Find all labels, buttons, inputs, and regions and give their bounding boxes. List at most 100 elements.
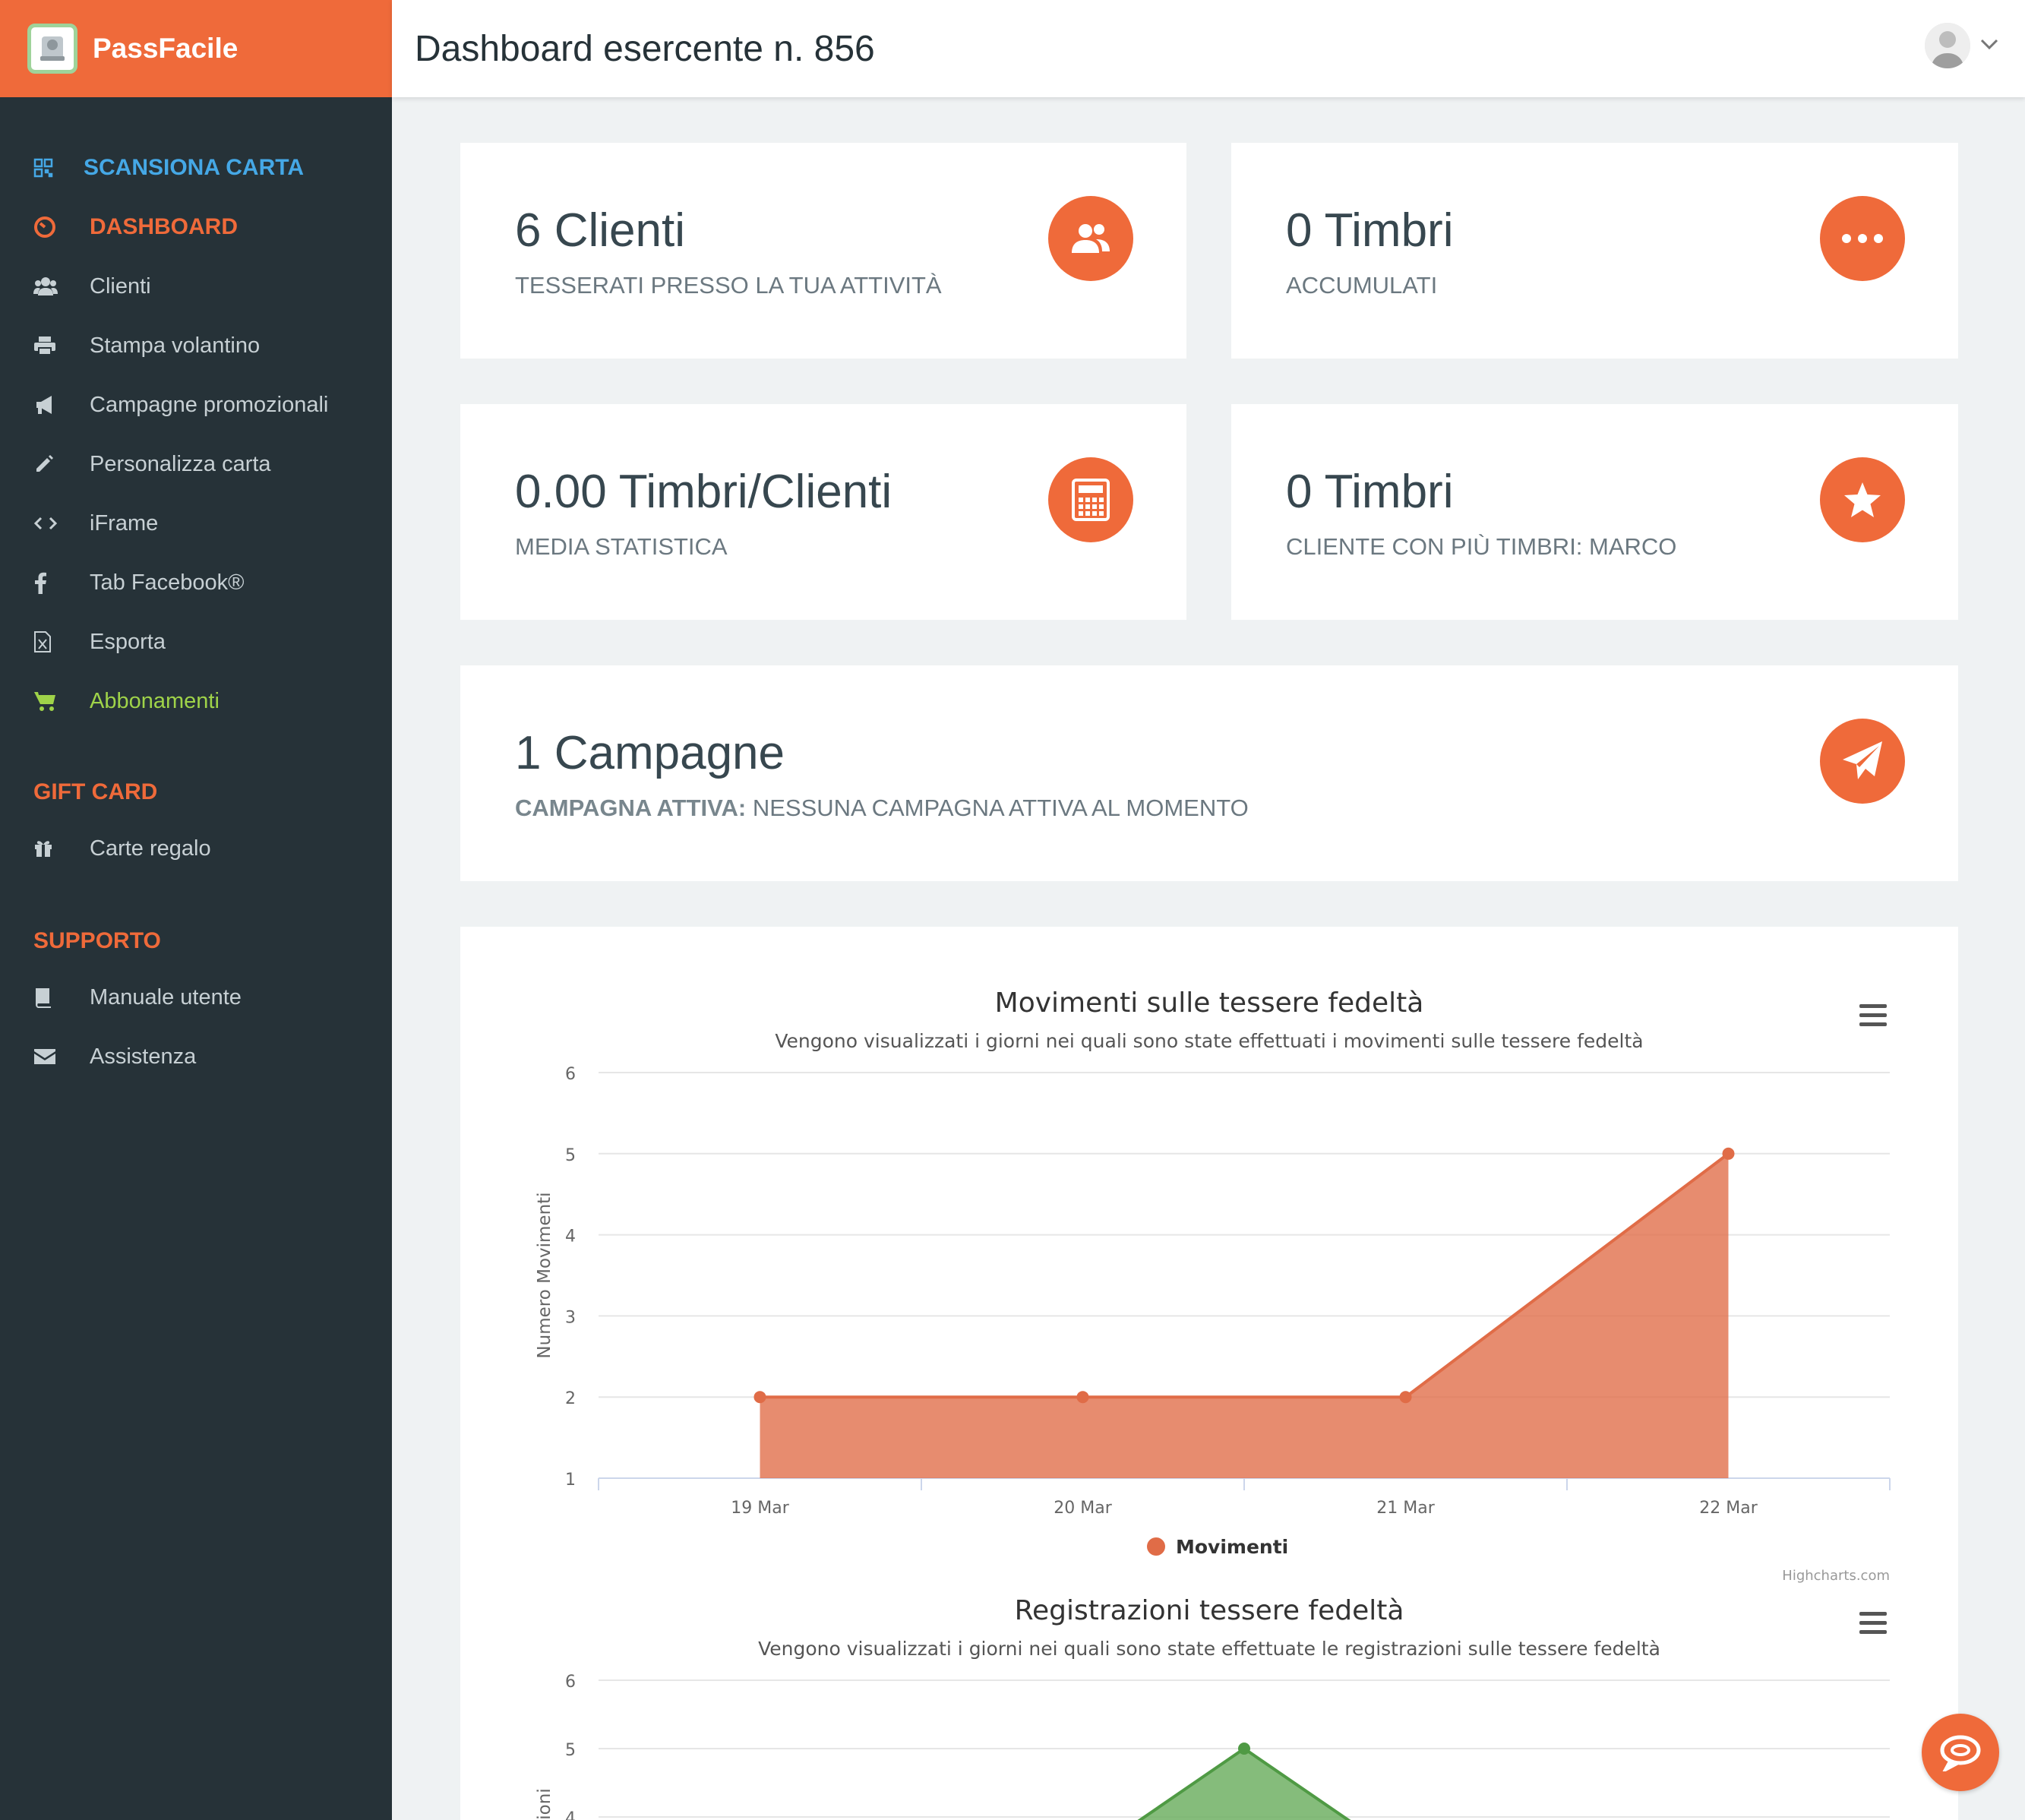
sidebar-item-scan-card[interactable]: SCANSIONA CARTA <box>0 138 392 197</box>
sidebar-item-label: Abbonamenti <box>90 688 220 713</box>
stat-caption: ACCUMULATI <box>1286 272 1438 299</box>
gift-icon <box>33 839 71 858</box>
sidebar-item-print-flyer[interactable]: Stampa volantino <box>0 316 392 375</box>
sidebar-item-label: SCANSIONA CARTA <box>84 155 304 180</box>
stat-value: 6 Clienti <box>515 204 685 257</box>
book-icon <box>33 987 71 1008</box>
campaign-active-value: NESSUNA CAMPAGNA ATTIVA AL MOMENTO <box>752 795 1249 821</box>
stat-value: 1 Campagne <box>515 727 785 779</box>
paper-plane-icon <box>1820 719 1905 804</box>
support-nav: Manuale utente Assistenza <box>0 968 392 1086</box>
stat-caption: CAMPAGNA ATTIVA: NESSUNA CAMPAGNA ATTIVA… <box>515 795 1249 822</box>
stat-card-stamps: 0 Timbri ACCUMULATI <box>1231 143 1958 359</box>
x-tick-label: 21 Mar <box>1376 1499 1435 1518</box>
chat-support-button[interactable] <box>1922 1714 1999 1791</box>
legend-marker <box>1147 1537 1165 1556</box>
print-icon <box>33 335 71 356</box>
pencil-icon <box>33 453 71 475</box>
cart-icon <box>33 690 71 712</box>
chart-menu-icon[interactable] <box>1859 1004 1887 1032</box>
y-tick-label: 3 <box>565 1308 576 1327</box>
y-tick-label: 1 <box>565 1471 576 1490</box>
code-icon <box>33 514 71 532</box>
calculator-icon <box>1048 457 1133 542</box>
sidebar-item-gift-cards[interactable]: Carte regalo <box>0 819 392 878</box>
sidebar-item-label: iFrame <box>90 510 159 536</box>
sidebar-item-campaigns[interactable]: Campagne promozionali <box>0 375 392 434</box>
top-header: Dashboard esercente n. 856 <box>392 0 2025 97</box>
stat-card-top-client: 0 Timbri CLIENTE CON PIÙ TIMBRI: MARCO <box>1231 404 1958 620</box>
stat-value: 0.00 Timbri/Clienti <box>515 466 892 518</box>
stat-value: 0 Timbri <box>1286 466 1454 518</box>
avatar <box>1925 23 1970 68</box>
ellipsis-icon <box>1820 196 1905 281</box>
chart-title: Registrazioni tessere fedeltà <box>1014 1595 1404 1626</box>
sidebar-nav: SCANSIONA CARTA DASHBOARD Clienti Stampa… <box>0 97 392 731</box>
sidebar-item-label: Personalizza carta <box>90 451 271 476</box>
sidebar-item-clients[interactable]: Clienti <box>0 257 392 316</box>
sidebar-item-assistance[interactable]: Assistenza <box>0 1027 392 1086</box>
chart-credits: Highcharts.com <box>1782 1568 1890 1584</box>
y-tick-label: 6 <box>565 1065 576 1084</box>
y-tick-label: 4 <box>565 1809 576 1820</box>
sidebar-item-facebook-tab[interactable]: Tab Facebook® <box>0 553 392 612</box>
sidebar-item-label: Campagne promozionali <box>90 392 329 417</box>
stat-caption: CLIENTE CON PIÙ TIMBRI: MARCO <box>1286 533 1677 560</box>
stat-card-average: 0.00 Timbri/Clienti MEDIA STATISTICA <box>460 404 1186 620</box>
sidebar-item-iframe[interactable]: iFrame <box>0 494 392 553</box>
page-title: Dashboard esercente n. 856 <box>415 28 875 69</box>
chart-subtitle: Vengono visualizzati i giorni nei quali … <box>758 1638 1660 1660</box>
brand-logo-icon <box>27 24 77 74</box>
chart-menu-icon[interactable] <box>1859 1612 1887 1639</box>
data-point <box>1722 1147 1735 1160</box>
users-icon <box>1048 196 1133 281</box>
charts-card: Movimenti sulle tessere fedeltà Vengono … <box>460 927 1958 1820</box>
star-icon <box>1820 457 1905 542</box>
qr-code-icon <box>33 158 71 178</box>
sidebar-item-subscriptions[interactable]: Abbonamenti <box>0 671 392 731</box>
gift-card-nav: Carte regalo <box>0 819 392 878</box>
data-point <box>753 1391 766 1404</box>
data-point <box>1076 1391 1089 1404</box>
sidebar-item-dashboard[interactable]: DASHBOARD <box>0 197 392 257</box>
data-point <box>1238 1743 1250 1755</box>
facebook-icon <box>33 571 71 594</box>
data-point <box>1399 1391 1412 1404</box>
sidebar-item-label: Clienti <box>90 273 151 299</box>
sidebar-item-export[interactable]: Esporta <box>0 612 392 671</box>
area-fill <box>1139 1749 1349 1820</box>
y-tick-label: 2 <box>565 1389 576 1408</box>
x-tick-label: 20 Mar <box>1054 1499 1112 1518</box>
sidebar-item-label: Tab Facebook® <box>90 570 245 595</box>
stat-caption: TESSERATI PRESSO LA TUA ATTIVITÀ <box>515 272 942 299</box>
y-tick-label: 6 <box>565 1673 576 1692</box>
y-axis-label: Numero Movimenti <box>535 1192 554 1358</box>
y-axis-label: ioni <box>535 1788 554 1819</box>
sidebar-item-user-manual[interactable]: Manuale utente <box>0 968 392 1027</box>
x-tick-label: 19 Mar <box>731 1499 789 1518</box>
y-tick-label: 5 <box>565 1741 576 1760</box>
y-tick-label: 5 <box>565 1146 576 1165</box>
section-title-support: SUPPORTO <box>33 928 161 953</box>
section-title-gift-card: GIFT CARD <box>33 779 158 804</box>
envelope-icon <box>33 1047 71 1066</box>
movements-chart: 1 2 3 4 5 6 19 Mar 20 Mar 21 Mar 22 Mar Numero Mov… <box>535 1065 1891 1584</box>
y-tick-label: 4 <box>565 1228 576 1247</box>
sidebar-item-label: Stampa volantino <box>90 333 261 358</box>
series-line <box>760 1152 1730 1399</box>
brand-header[interactable]: PassFacile <box>0 0 392 97</box>
megaphone-icon <box>33 394 71 416</box>
sidebar-item-label: Esporta <box>90 629 166 654</box>
sidebar-item-label: Manuale utente <box>90 984 242 1010</box>
x-tick-label: 22 Mar <box>1699 1499 1758 1518</box>
sidebar-item-customize-card[interactable]: Personalizza carta <box>0 434 392 494</box>
brand-name: PassFacile <box>93 33 239 64</box>
excel-icon <box>33 630 71 653</box>
stat-card-campaigns: 1 Campagne CAMPAGNA ATTIVA: NESSUNA CAMP… <box>460 665 1958 881</box>
chevron-down-icon <box>1979 38 1999 54</box>
stat-value: 0 Timbri <box>1286 204 1454 257</box>
stat-card-clients: 6 Clienti TESSERATI PRESSO LA TUA ATTIVI… <box>460 143 1186 359</box>
sidebar-item-label: DASHBOARD <box>90 214 238 239</box>
users-icon <box>33 276 71 297</box>
user-menu[interactable] <box>1925 23 1999 68</box>
